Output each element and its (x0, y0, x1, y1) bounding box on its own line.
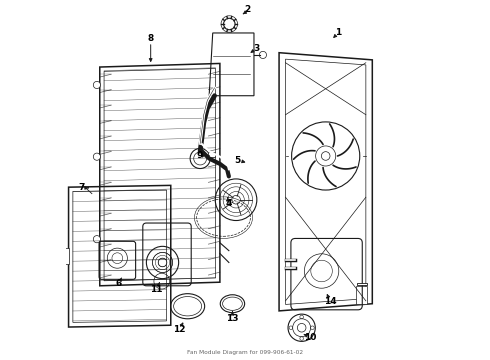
Bar (61, 248, 69, 264)
Circle shape (232, 195, 240, 204)
Text: 4: 4 (226, 199, 232, 208)
Text: 11: 11 (150, 285, 162, 294)
Circle shape (93, 153, 100, 160)
Text: Fan Module Diagram for 099-906-61-02: Fan Module Diagram for 099-906-61-02 (187, 350, 303, 355)
Text: 7: 7 (78, 183, 84, 192)
Circle shape (321, 152, 330, 160)
Text: 14: 14 (324, 297, 337, 306)
Bar (208, 152, 215, 157)
Text: 9: 9 (196, 151, 203, 160)
Circle shape (93, 81, 100, 89)
Circle shape (158, 258, 167, 267)
Text: 2: 2 (245, 5, 251, 14)
Text: 8: 8 (147, 34, 154, 43)
Text: 13: 13 (226, 314, 239, 323)
Text: 6: 6 (116, 279, 122, 288)
Circle shape (93, 235, 100, 243)
Bar (356, 286, 367, 304)
Text: 5: 5 (234, 156, 240, 165)
Circle shape (223, 18, 235, 30)
Text: 10: 10 (304, 333, 317, 342)
Text: 1: 1 (335, 28, 342, 37)
Circle shape (297, 323, 306, 332)
Text: 12: 12 (173, 325, 186, 334)
Circle shape (190, 148, 210, 168)
Text: 3: 3 (254, 44, 260, 53)
